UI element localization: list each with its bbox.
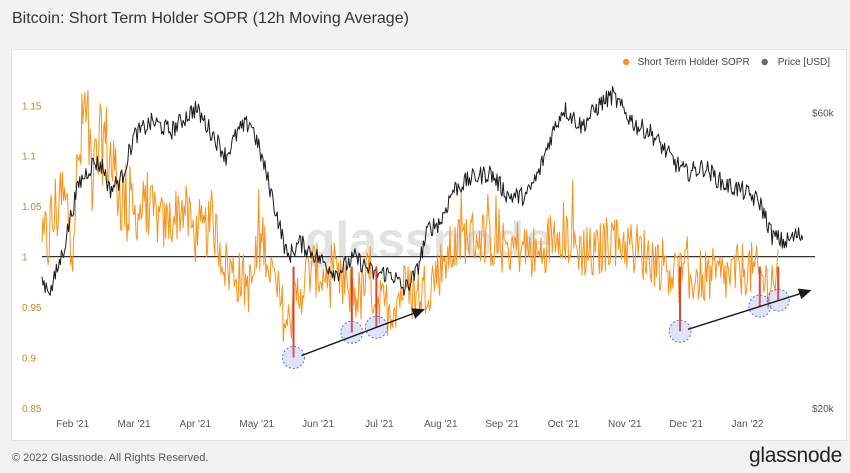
x-tick-label: Mar '21 [118, 419, 151, 430]
x-tick-label: Aug '21 [424, 419, 458, 430]
chart-title: Bitcoin: Short Term Holder SOPR (12h Mov… [12, 10, 409, 27]
x-tick-label: Oct '21 [548, 419, 580, 430]
low-circle [282, 346, 306, 370]
x-tick-label: Nov '21 [608, 419, 642, 430]
trend-arrow [301, 308, 425, 357]
brand-logo: glassnode [748, 444, 842, 467]
legend-dot [622, 58, 630, 66]
series-line-short-term-holder-sopr [41, 90, 779, 343]
x-tick-label: May '21 [239, 419, 274, 430]
x-tick-label: Dec '21 [669, 419, 703, 430]
y-left-tick-label: 1 [22, 253, 28, 264]
chart-panel [11, 49, 847, 441]
y-right-tick-label: $60k [812, 109, 835, 120]
legend-label: Short Term Holder SOPR [638, 57, 750, 68]
y-right-tick-label: $20k [812, 404, 835, 415]
low-circle [668, 319, 692, 343]
x-tick-label: Jan '22 [732, 419, 764, 430]
y-left-tick-label: 0.95 [22, 303, 42, 314]
x-tick-label: Feb '21 [56, 419, 89, 430]
x-tick-label: Apr '21 [180, 419, 212, 430]
legend-label: Price [USD] [778, 57, 830, 68]
y-left-tick-label: 1.1 [22, 152, 36, 163]
x-tick-label: Jun '21 [302, 419, 334, 430]
series-line-price-usd- [41, 85, 804, 296]
copyright-notice: © 2022 Glassnode. All Rights Reserved. [12, 452, 209, 464]
x-tick-label: Sep '21 [485, 419, 519, 430]
trend-arrow [687, 288, 812, 330]
y-left-tick-label: 0.85 [22, 404, 42, 415]
x-tick-label: Jul '21 [365, 419, 394, 430]
y-left-tick-label: 0.9 [22, 354, 36, 365]
y-left-tick-label: 1.05 [22, 202, 42, 213]
legend-dot [761, 58, 768, 66]
y-left-tick-label: 1.15 [22, 101, 42, 112]
